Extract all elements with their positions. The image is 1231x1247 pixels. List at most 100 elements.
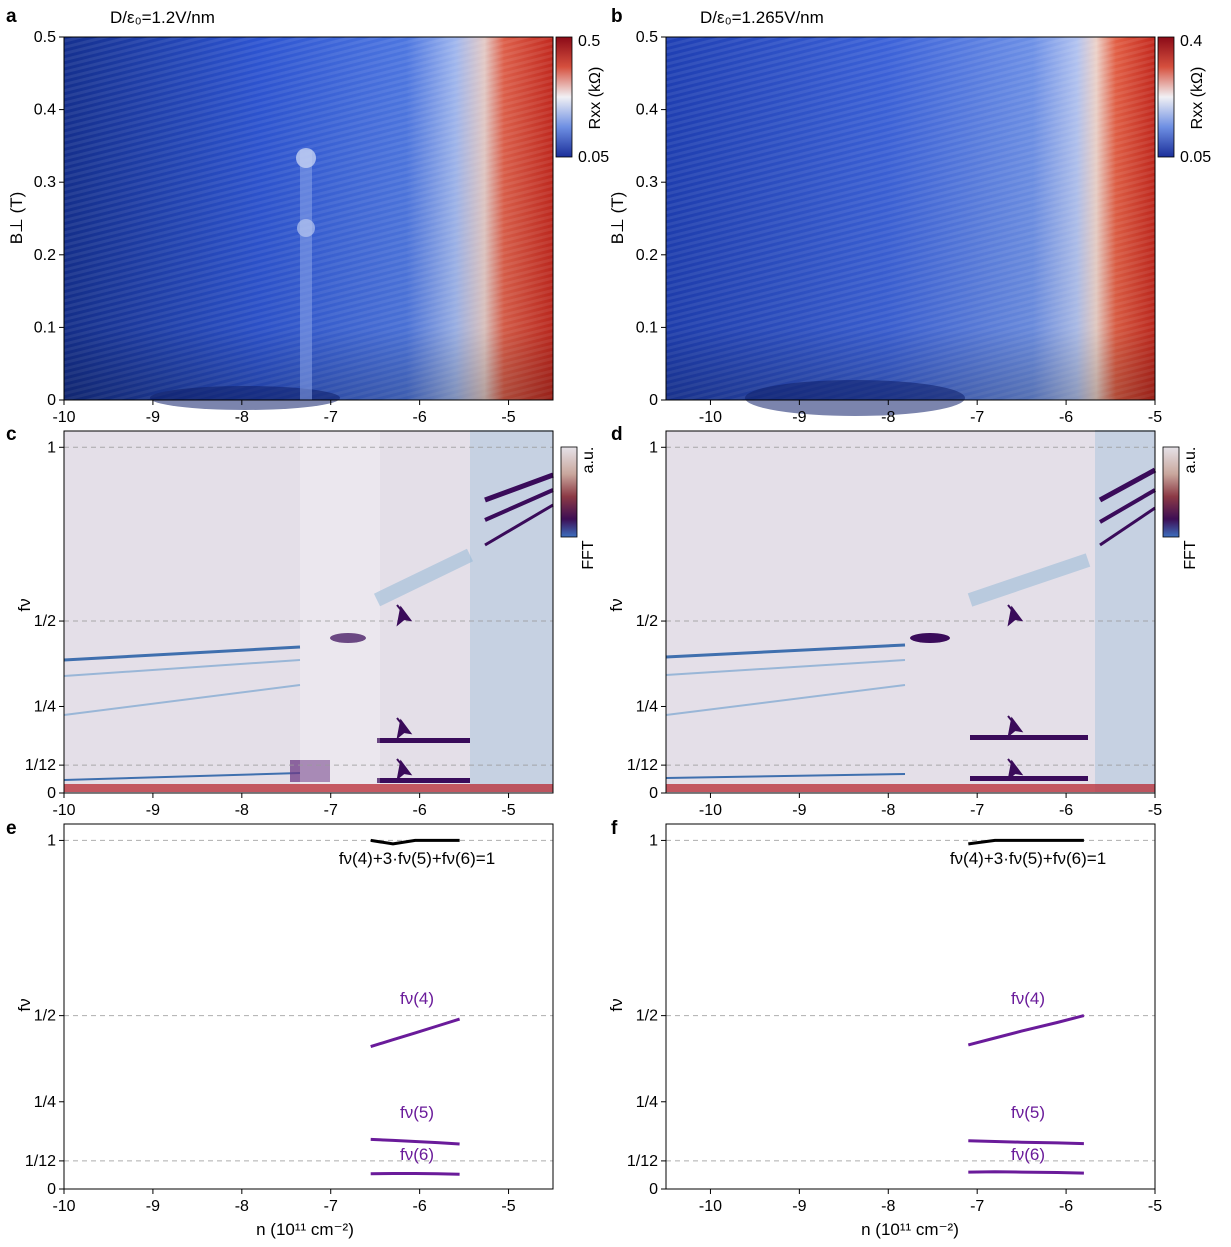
series-line-f-1 bbox=[967, 1014, 1085, 1047]
x-tick-label-d: -10 bbox=[699, 802, 722, 819]
x-tick-label-c: -7 bbox=[324, 802, 338, 819]
series-line-e-3 bbox=[370, 1172, 460, 1176]
y-tick-label-f: 1/12 bbox=[627, 1153, 658, 1170]
colorbar-d-bottom: FFT bbox=[1182, 540, 1199, 570]
y-tick-label-b: 0 bbox=[649, 392, 658, 409]
y-tick-label-d: 1/2 bbox=[636, 613, 658, 630]
y-tick-label-d: 1/12 bbox=[627, 757, 658, 774]
y-tick-label-a: 0.1 bbox=[34, 319, 56, 336]
colorbar-b-min: 0.05 bbox=[1180, 149, 1211, 166]
frame-a bbox=[63, 36, 554, 401]
series-line-e-1 bbox=[370, 1017, 461, 1049]
x-tick-label-d: -9 bbox=[792, 802, 806, 819]
x-tick-label-e: -8 bbox=[235, 1198, 249, 1215]
x-tick-label-e: -6 bbox=[413, 1198, 427, 1215]
y-tick-label-e: 1/4 bbox=[34, 1094, 56, 1111]
frame-c bbox=[63, 430, 554, 794]
series-line-e-0 bbox=[370, 838, 460, 846]
panel-a-label: a bbox=[6, 6, 17, 27]
ylabel-a: B⊥ (T) bbox=[7, 192, 26, 245]
x-tick-label-c: -8 bbox=[235, 802, 249, 819]
y-tick-label-f: 1 bbox=[649, 832, 658, 849]
x-tick-label-a: -10 bbox=[52, 409, 75, 426]
y-tick-label-a: 0.5 bbox=[34, 29, 56, 46]
x-tick-label-e: -5 bbox=[501, 1198, 515, 1215]
heatmap-b bbox=[666, 37, 1155, 416]
ylabel-c: fν bbox=[15, 598, 34, 611]
y-tick-label-f: 0 bbox=[649, 1181, 658, 1198]
colorbar-a-max: 0.5 bbox=[578, 33, 600, 50]
annotation-f6-e: fν(6) bbox=[400, 1145, 434, 1164]
y-tick-label-e: 1 bbox=[47, 832, 56, 849]
arrow-markers-c bbox=[396, 604, 413, 781]
x-tick-label-a: -8 bbox=[235, 409, 249, 426]
colorbar-c-top: a.u. bbox=[580, 447, 597, 474]
x-tick-label-a: -6 bbox=[413, 409, 427, 426]
fft-map-c bbox=[63, 430, 554, 793]
y-tick-label-c: 1 bbox=[47, 439, 56, 456]
ylabel-b: B⊥ (T) bbox=[608, 192, 627, 245]
x-tick-label-a: -5 bbox=[501, 409, 515, 426]
colorbar-a: 0.5 0.05 Rxx (kΩ) bbox=[555, 33, 609, 166]
arrow-markers-d bbox=[1007, 604, 1024, 781]
xlabel-f: n (10¹¹ cm⁻²) bbox=[861, 1220, 959, 1239]
x-tick-label-c: -5 bbox=[501, 802, 515, 819]
colorbar-b: 0.4 0.05 Rxx (kΩ) bbox=[1157, 33, 1211, 166]
panel-b-title: D/ε₀=1.265V/nm bbox=[700, 8, 824, 27]
y-tick-label-f: 1/4 bbox=[636, 1094, 658, 1111]
panel-d-label: d bbox=[611, 424, 623, 445]
annotation-f6-f: fν(6) bbox=[1011, 1145, 1045, 1164]
frame-b bbox=[665, 36, 1156, 401]
annotation-f4-f: fν(4) bbox=[1011, 989, 1045, 1008]
y-tick-label-d: 0 bbox=[649, 785, 658, 802]
x-tick-label-e: -9 bbox=[146, 1198, 160, 1215]
x-tick-label-a: -7 bbox=[324, 409, 338, 426]
y-tick-label-a: 0.4 bbox=[34, 102, 56, 119]
panel-b-label: b bbox=[611, 6, 623, 27]
x-tick-label-b: -5 bbox=[1148, 409, 1162, 426]
x-tick-label-d: -8 bbox=[881, 802, 895, 819]
y-tick-label-a: 0 bbox=[47, 392, 56, 409]
x-tick-label-d: -7 bbox=[970, 802, 984, 819]
panel-f-label: f bbox=[611, 818, 618, 839]
panel-a-title: D/ε₀=1.2V/nm bbox=[110, 8, 215, 27]
x-tick-label-a: -9 bbox=[146, 409, 160, 426]
colorbar-c: a.u. FFT bbox=[560, 446, 597, 570]
colorbar-d-top: a.u. bbox=[1182, 447, 1199, 474]
x-tick-label-c: -10 bbox=[52, 802, 75, 819]
y-tick-label-e: 1/12 bbox=[25, 1153, 56, 1170]
annotation-f5-e: fν(5) bbox=[400, 1103, 434, 1122]
series-line-f-2 bbox=[968, 1139, 1084, 1146]
colorbar-b-label: Rxx (kΩ) bbox=[1189, 67, 1206, 130]
panel-e-label: e bbox=[6, 818, 17, 839]
x-tick-label-f: -7 bbox=[970, 1198, 984, 1215]
ylabel-d: fν bbox=[607, 598, 626, 611]
xlabel-e: n (10¹¹ cm⁻²) bbox=[256, 1220, 354, 1239]
y-tick-label-a: 0.3 bbox=[34, 174, 56, 191]
annotation-f4-e: fν(4) bbox=[400, 989, 434, 1008]
ylabel-f: fν bbox=[607, 998, 626, 1011]
fft-map-d bbox=[665, 430, 1157, 793]
y-tick-label-e: 1/2 bbox=[34, 1008, 56, 1025]
y-tick-label-d: 1/4 bbox=[636, 698, 658, 715]
y-tick-label-c: 0 bbox=[47, 785, 56, 802]
series-line-f-3 bbox=[968, 1170, 1084, 1175]
y-tick-label-b: 0.3 bbox=[636, 174, 658, 191]
x-tick-label-f: -10 bbox=[699, 1198, 722, 1215]
x-tick-label-f: -9 bbox=[792, 1198, 806, 1215]
x-tick-label-f: -5 bbox=[1148, 1198, 1162, 1215]
colorbar-c-bottom: FFT bbox=[580, 540, 597, 570]
x-tick-label-f: -6 bbox=[1059, 1198, 1073, 1215]
y-tick-label-b: 0.4 bbox=[636, 102, 658, 119]
heatmap-a bbox=[64, 37, 553, 410]
y-tick-label-e: 0 bbox=[47, 1181, 56, 1198]
frame-f bbox=[665, 823, 1156, 1190]
colorbar-a-label: Rxx (kΩ) bbox=[587, 67, 604, 130]
x-tick-label-c: -9 bbox=[146, 802, 160, 819]
colorbar-d: a.u. FFT bbox=[1162, 446, 1199, 570]
y-tick-label-b: 0.5 bbox=[636, 29, 658, 46]
x-tick-label-b: -9 bbox=[792, 409, 806, 426]
y-tick-label-a: 0.2 bbox=[34, 247, 56, 264]
x-tick-label-c: -6 bbox=[413, 802, 427, 819]
